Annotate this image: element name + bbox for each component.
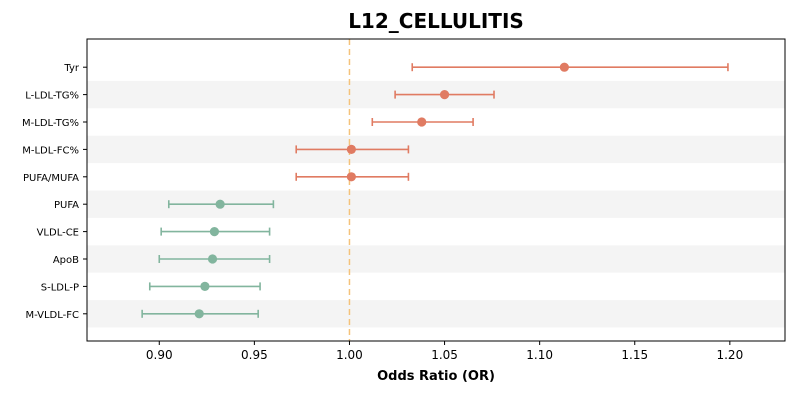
- forest-row: [295, 144, 410, 154]
- estimate-point: [215, 199, 225, 209]
- estimate-point: [209, 227, 220, 237]
- estimate-point: [559, 62, 569, 72]
- row-band: [87, 135, 785, 164]
- estimate-point: [200, 281, 210, 291]
- forest-row: [167, 199, 275, 209]
- estimate-point: [417, 117, 427, 127]
- forest-row: [158, 254, 271, 264]
- x-tick-label: 1.10: [526, 348, 553, 362]
- forest-row: [160, 227, 271, 237]
- x-tick-label: 0.90: [146, 348, 173, 362]
- x-tick-label: 1.00: [336, 348, 363, 362]
- y-tick-label: PUFA: [54, 200, 79, 211]
- estimate-point: [207, 254, 218, 264]
- y-tick-label: M-LDL-TG%: [22, 118, 79, 129]
- y-tick-label: L-LDL-TG%: [25, 91, 79, 102]
- x-ticks: 0.90 0.95 1.00 1.05 1.10 1.15 1.20: [146, 341, 743, 362]
- axes-frame: [86, 38, 786, 342]
- estimate-point: [346, 144, 356, 154]
- y-tick-label: VLDL-CE: [37, 228, 79, 239]
- chart-title: L12_CELLULITIS: [348, 9, 524, 33]
- y-tick-label: S-LDL-P: [41, 282, 79, 293]
- forest-row: [148, 281, 261, 291]
- y-tick-label: M-VLDL-FC: [25, 310, 79, 321]
- x-tick-label: 1.15: [621, 348, 648, 362]
- y-tick-label: ApoB: [53, 255, 79, 266]
- x-tick-label: 1.05: [431, 348, 458, 362]
- forest-row: [295, 172, 410, 182]
- x-tick-label: 1.20: [716, 348, 743, 362]
- estimate-point: [346, 172, 356, 182]
- x-axis-label: Odds Ratio (OR): [377, 369, 495, 384]
- forest-row: [411, 62, 729, 72]
- forest-row: [371, 117, 474, 127]
- forest-row: [141, 309, 259, 319]
- estimate-point: [439, 90, 450, 100]
- y-tick-label: M-LDL-FC%: [22, 145, 79, 156]
- data-marks: [141, 62, 729, 319]
- estimate-point: [194, 309, 204, 319]
- forest-row: [394, 90, 495, 100]
- x-tick-label: 0.95: [241, 348, 268, 362]
- y-tick-labels: Tyr L-LDL-TG% M-LDL-TG% M-LDL-FC% PUFA/MUFA P…: [22, 63, 87, 321]
- y-tick-label: PUFA/MUFA: [23, 173, 79, 184]
- y-tick-label: Tyr: [63, 63, 79, 74]
